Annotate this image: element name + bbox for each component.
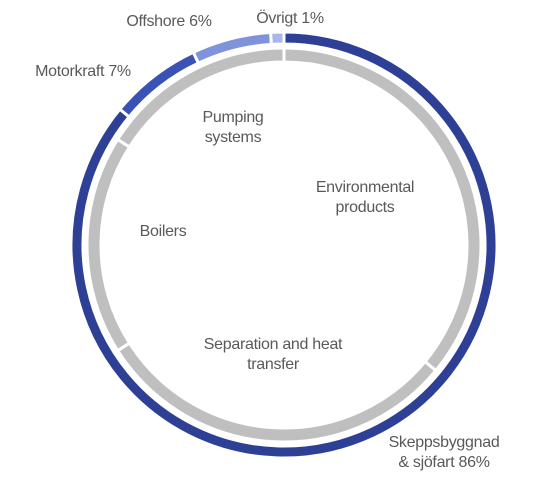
- label-name: Environmental products: [315, 179, 415, 216]
- label-name: Boilers: [139, 223, 187, 240]
- segment-label: Boilers: [113, 222, 213, 242]
- segment-label: Övrigt 1%: [240, 9, 340, 29]
- donut-segment: [269, 30, 286, 46]
- label-value: 1%: [301, 10, 324, 27]
- segment-label: Skeppsbyggnad & sjöfart 86%: [382, 433, 507, 473]
- label-name: Separation and heat transfer: [203, 336, 343, 373]
- donut-segment: [115, 46, 286, 150]
- segment-label: Offshore 6%: [94, 12, 244, 32]
- label-name: Pumping systems: [202, 109, 264, 146]
- label-name: Motorkraft: [35, 63, 105, 80]
- label-value: 7%: [108, 63, 131, 80]
- segment-label: Pumping systems: [178, 108, 288, 148]
- label-name: Övrigt: [256, 10, 298, 27]
- segment-label: Separation and heat transfer: [193, 335, 353, 375]
- segment-label: Environmental products: [290, 178, 440, 218]
- label-value: 86%: [458, 454, 490, 471]
- label-name: Skeppsbyggnad & sjöfart: [388, 434, 500, 471]
- label-name: Offshore: [126, 13, 185, 30]
- segment-label: Motorkraft 7%: [8, 62, 158, 82]
- label-value: 6%: [189, 13, 212, 30]
